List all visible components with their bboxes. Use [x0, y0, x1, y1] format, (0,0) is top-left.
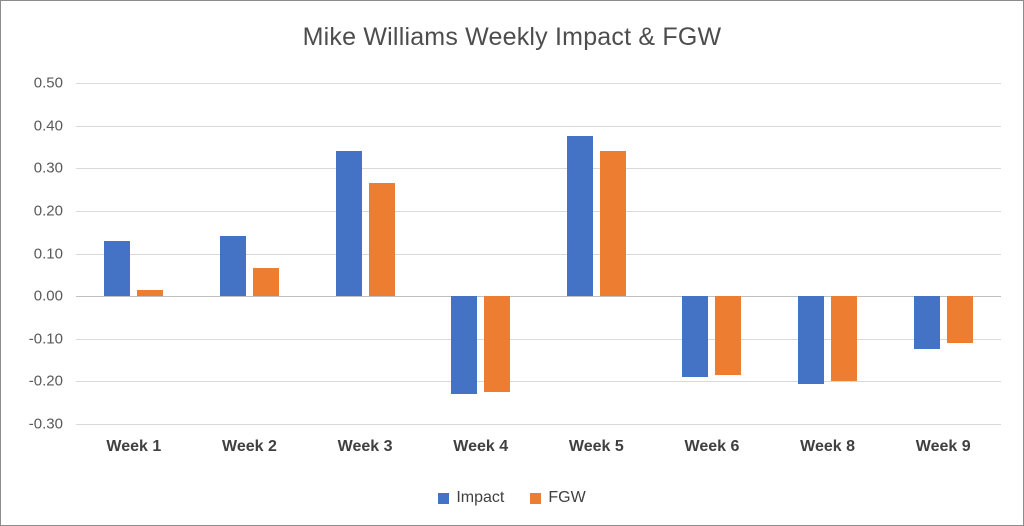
- gridline: [76, 125, 1001, 127]
- gridline: [76, 253, 1001, 255]
- legend: Impact FGW: [1, 489, 1023, 507]
- bar-impact-week-1: [104, 240, 131, 297]
- bar-fgw-week-1: [137, 289, 164, 297]
- y-tick-label: -0.30: [28, 415, 63, 433]
- x-axis: Week 1 Week 2 Week 3 Week 4 Week 5 Week 6 Week…: [76, 438, 1001, 462]
- gridline: [76, 338, 1001, 340]
- bar-fgw-week-4: [484, 296, 511, 393]
- bar-impact-week-6: [682, 296, 709, 378]
- x-tick-label: Week 3: [337, 438, 393, 455]
- legend-entry-fgw: FGW: [530, 489, 586, 507]
- chart-title: Mike Williams Weekly Impact & FGW: [302, 23, 722, 51]
- legend-swatch-impact: [438, 492, 450, 504]
- plot-area: [76, 83, 1001, 425]
- legend-swatch-fgw: [530, 492, 542, 504]
- y-tick-label: -0.20: [28, 372, 63, 390]
- x-tick-label: Week 6: [684, 438, 740, 455]
- y-tick-label: 0.10: [33, 245, 63, 262]
- gridline: [76, 83, 1001, 84]
- legend-entry-impact: Impact: [438, 489, 504, 507]
- bar-fgw-week-3: [368, 183, 395, 297]
- bar-impact-week-8: [798, 296, 825, 384]
- bar-impact-week-4: [451, 296, 478, 395]
- gridline: [76, 210, 1001, 212]
- y-tick-label: 0.20: [33, 202, 63, 220]
- bar-fgw-week-2: [252, 268, 279, 297]
- y-tick-label: 0.50: [33, 74, 63, 92]
- bar-fgw-week-8: [831, 296, 858, 382]
- x-tick-label: Week 4: [453, 438, 509, 455]
- bar-impact-week-5: [566, 136, 593, 297]
- y-tick-label: -0.10: [28, 330, 63, 348]
- bar-fgw-week-5: [599, 151, 626, 297]
- x-tick-label: Week 5: [568, 438, 624, 455]
- bar-impact-week-9: [913, 296, 940, 350]
- y-tick-label: 0.40: [33, 117, 63, 135]
- x-tick-label: Week 1: [106, 438, 162, 455]
- legend-label-fgw: FGW: [548, 489, 586, 506]
- gridline: [76, 381, 1001, 383]
- x-axis-zero-line: [76, 296, 1001, 298]
- gridline: [76, 168, 1001, 170]
- bar-impact-week-2: [219, 236, 246, 297]
- bar-impact-week-3: [335, 151, 362, 297]
- gridline: [76, 424, 1001, 425]
- y-tick-label: 0.00: [33, 287, 63, 305]
- bar-fgw-week-6: [715, 296, 742, 375]
- x-tick-label: Week 2: [222, 438, 277, 455]
- x-tick-label: Week 8: [800, 438, 855, 455]
- bar-fgw-week-9: [946, 296, 973, 343]
- x-tick-label: Week 9: [915, 438, 971, 455]
- legend-label-impact: Impact: [456, 489, 505, 506]
- y-axis: 0.50 0.40 0.30 0.20 0.10 0.00 -0.10 -0.20 -0.30: [1, 75, 63, 433]
- y-tick-label: 0.30: [33, 159, 63, 177]
